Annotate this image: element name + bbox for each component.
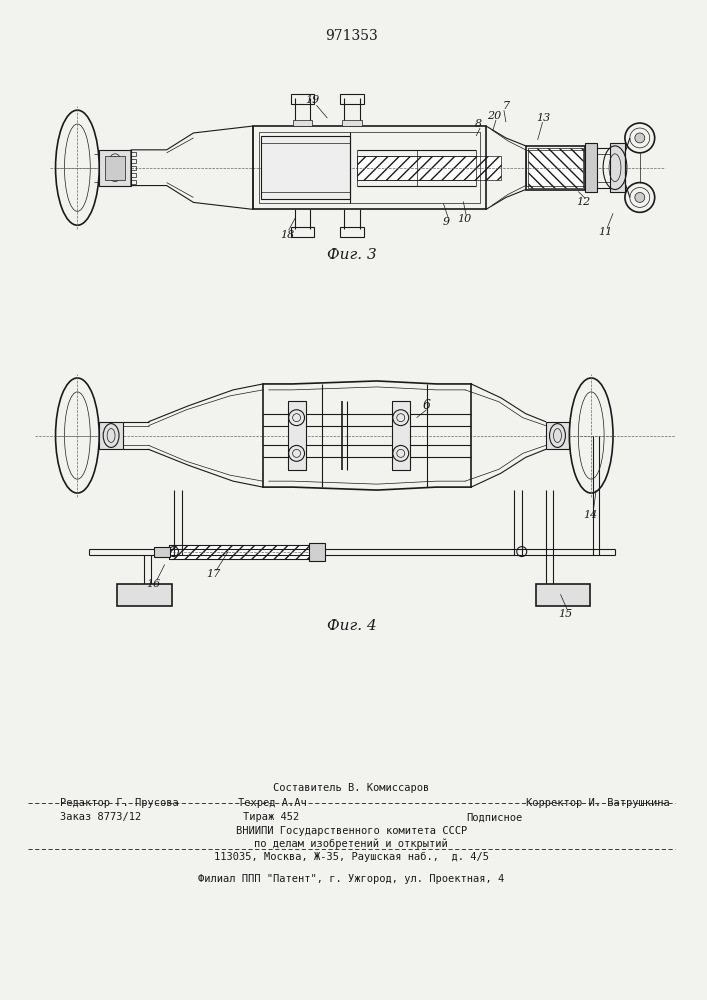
Bar xyxy=(288,401,305,470)
Bar xyxy=(291,94,315,104)
Text: 18: 18 xyxy=(281,230,295,240)
Text: Фиг. 4: Фиг. 4 xyxy=(327,619,377,633)
Text: 20: 20 xyxy=(487,111,501,121)
Bar xyxy=(261,136,350,199)
Text: 14: 14 xyxy=(583,510,597,520)
Bar xyxy=(99,150,131,186)
Text: 17: 17 xyxy=(206,569,221,579)
Bar xyxy=(310,543,325,561)
Ellipse shape xyxy=(635,192,645,202)
Text: Фиг. 3: Фиг. 3 xyxy=(327,248,377,262)
Text: 7: 7 xyxy=(503,101,510,111)
Text: 12: 12 xyxy=(576,197,590,207)
Bar xyxy=(169,545,312,559)
Text: 11: 11 xyxy=(598,227,612,237)
Bar xyxy=(105,156,125,180)
Text: 16: 16 xyxy=(146,579,161,589)
Ellipse shape xyxy=(113,175,117,179)
Bar xyxy=(546,422,569,449)
Text: 10: 10 xyxy=(457,214,472,224)
Text: 9: 9 xyxy=(443,217,450,227)
Text: по делам изобретений и открытий: по делам изобретений и открытий xyxy=(255,839,448,849)
Bar xyxy=(293,120,312,126)
Bar xyxy=(291,227,315,237)
Text: Филиал ППП "Патент", г. Ужгород, ул. Проектная, 4: Филиал ППП "Патент", г. Ужгород, ул. Про… xyxy=(198,874,504,884)
Bar xyxy=(131,173,136,177)
Bar xyxy=(536,584,590,606)
Bar xyxy=(99,422,123,449)
Bar xyxy=(585,143,597,192)
Bar xyxy=(131,152,136,156)
Bar xyxy=(526,146,585,190)
Bar xyxy=(526,150,585,186)
Bar xyxy=(610,143,625,192)
Text: Подписное: Подписное xyxy=(466,812,522,822)
Text: 8: 8 xyxy=(474,119,481,129)
Bar xyxy=(131,180,136,184)
Text: Тираж 452: Тираж 452 xyxy=(243,812,299,822)
Bar xyxy=(340,227,364,237)
Text: 13: 13 xyxy=(537,113,551,123)
Bar xyxy=(357,156,501,180)
Bar xyxy=(131,159,136,163)
Bar xyxy=(131,166,136,170)
Text: ВНИИПИ Государственного комитета СССР: ВНИИПИ Государственного комитета СССР xyxy=(235,826,467,836)
Bar xyxy=(392,401,409,470)
Text: 6: 6 xyxy=(423,399,431,412)
Bar xyxy=(153,547,170,557)
Text: Техред А.Ач: Техред А.Ач xyxy=(238,798,307,808)
Text: 971353: 971353 xyxy=(325,29,378,43)
Text: Заказ 8773/12: Заказ 8773/12 xyxy=(59,812,141,822)
Bar xyxy=(169,545,312,559)
Bar xyxy=(117,584,172,606)
Bar xyxy=(340,94,364,104)
Text: 19: 19 xyxy=(305,95,320,105)
Text: Корректор И. Ватрушкина: Корректор И. Ватрушкина xyxy=(526,798,670,808)
Ellipse shape xyxy=(635,133,645,143)
Bar xyxy=(253,126,486,209)
Text: Составитель В. Комиссаров: Составитель В. Комиссаров xyxy=(273,783,429,793)
Bar xyxy=(342,120,362,126)
Bar xyxy=(259,132,480,203)
Ellipse shape xyxy=(113,157,117,161)
Text: 113035, Москва, Ж-35, Раушская наб.,  д. 4/5: 113035, Москва, Ж-35, Раушская наб., д. … xyxy=(214,852,489,862)
Text: 15: 15 xyxy=(559,609,573,619)
Bar xyxy=(261,143,350,192)
Text: Редактор Г. Прусова: Редактор Г. Прусова xyxy=(59,798,178,808)
Bar xyxy=(527,148,583,188)
